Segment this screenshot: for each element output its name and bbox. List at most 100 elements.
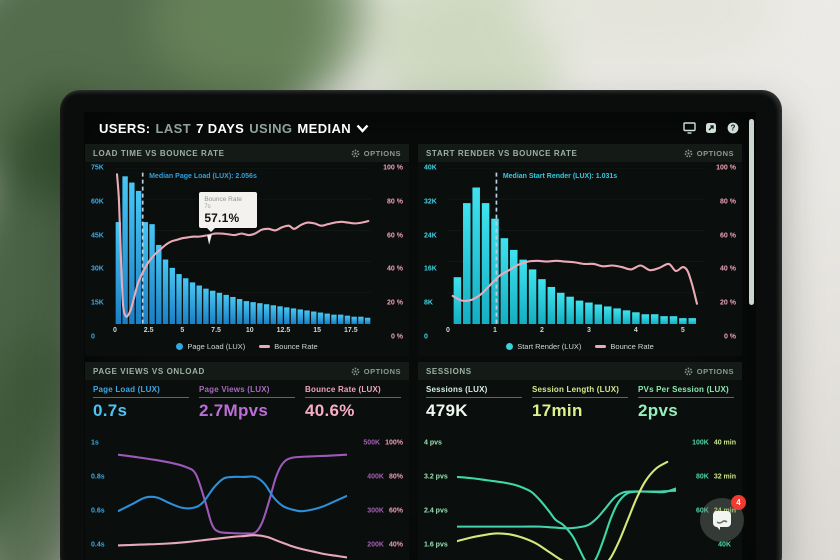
title-using: USING xyxy=(249,120,293,136)
axis-tick-label: 40K xyxy=(718,541,731,549)
chart-legend: Start Render (LUX) Bounce Rate xyxy=(418,337,742,356)
y-axis-left: 40K 32K 24K 16K 8K 0 xyxy=(424,164,448,341)
axis-tick-label: 0 % xyxy=(390,333,403,341)
chart-plot-page-views[interactable] xyxy=(118,429,347,560)
svg-text:?: ? xyxy=(731,124,736,133)
y-axis-right: 100 % 80 % 60 % 40 % 20 % 0 % xyxy=(371,164,405,341)
x-tick-label: 7.5 xyxy=(211,327,221,334)
axis-tick-label: 20 % xyxy=(720,299,736,307)
axis-tick-label: 100 % xyxy=(383,164,403,172)
axis-tick-label: 32K xyxy=(424,198,437,206)
axis-tick-label: 500K 100% xyxy=(363,439,403,447)
y-axis-right: 100 % 80 % 60 % 40 % 20 % 0 % xyxy=(704,164,738,341)
panel-page-views-vs-onload: PAGE VIEWS VS ONLOAD OPTIONS Page Load (… xyxy=(85,362,409,560)
x-tick-label: 2 xyxy=(539,327,544,334)
x-tick-label: 12.5 xyxy=(276,327,291,334)
chat-badge: 4 xyxy=(731,495,746,510)
chat-launcher-button[interactable]: 4 xyxy=(700,495,746,542)
gear-icon xyxy=(684,149,693,157)
title-median: MEDIAN xyxy=(297,120,352,136)
x-tick-label: 3 xyxy=(586,327,591,334)
laptop: USERS: LAST 7 DAYS USING MEDIAN xyxy=(60,90,782,560)
x-tick-label: 5 xyxy=(180,327,185,334)
axis-tick-label: 0 % xyxy=(723,333,736,341)
metrics-row: Sessions (LUX) 479K Session Length (LUX) 1… xyxy=(418,380,742,423)
options-button[interactable]: OPTIONS xyxy=(684,367,734,376)
panel-load-time-vs-bounce-rate: LOAD TIME VS BOUNCE RATE OPTIONS 75K 60K 4… xyxy=(85,144,409,356)
axis-tick-label: 80 % xyxy=(720,198,736,206)
axis-tick-label: 8K xyxy=(424,299,433,307)
legend-item: Bounce Rate xyxy=(595,342,654,351)
y-axis-left: 75K 60K 45K 30K 15K 0 xyxy=(91,164,115,341)
options-button[interactable]: OPTIONS xyxy=(351,367,401,376)
axis-tick-label: 80K 32 min xyxy=(695,473,736,481)
axis-tick-label: 2.4 pvs xyxy=(424,507,448,515)
gear-icon xyxy=(351,367,360,375)
y-axis-right: 500K 100% 400K 80% 300K 60% 200K 40% xyxy=(347,429,405,560)
tooltip: Bounce Rate 7s 57.1% xyxy=(199,191,258,232)
x-tick-label: 17.5 xyxy=(343,327,358,334)
title-users: USERS: xyxy=(99,120,151,136)
axis-tick-label: 0 xyxy=(91,333,95,341)
gear-icon xyxy=(351,149,360,157)
axis-tick-label: 40K xyxy=(424,164,437,172)
chart-plot-start-render[interactable]: Median Start Render (LUX): 1.031s xyxy=(448,168,704,324)
metric-page-load: Page Load (LUX) 0.7s xyxy=(93,385,189,421)
axis-tick-label: 0.6s xyxy=(91,507,105,515)
axis-tick-label: 200K 40% xyxy=(367,541,403,549)
title-7days: 7 DAYS xyxy=(196,120,245,136)
scrollbar-thumb[interactable] xyxy=(749,119,754,305)
axis-tick-label: 20 % xyxy=(387,299,403,307)
axis-tick-label: 0.8s xyxy=(91,473,105,481)
gear-icon xyxy=(684,367,693,375)
page-title: USERS: LAST 7 DAYS USING MEDIAN xyxy=(99,121,369,136)
chevron-down-icon[interactable] xyxy=(356,124,369,133)
axis-tick-label: 30K xyxy=(91,265,104,273)
dashboard-header: USERS: LAST 7 DAYS USING MEDIAN xyxy=(84,112,756,144)
panel-title: START RENDER VS BOUNCE RATE xyxy=(426,148,578,158)
panels-grid: LOAD TIME VS BOUNCE RATE OPTIONS 75K 60K 4… xyxy=(84,144,756,560)
help-icon[interactable]: ? xyxy=(726,122,740,135)
metric-pvs-per-session: PVs Per Session (LUX) 2pvs xyxy=(638,385,734,421)
options-button[interactable]: OPTIONS xyxy=(684,149,734,158)
axis-tick-label: 1.6 pvs xyxy=(424,541,448,549)
axis-tick-label: 1s xyxy=(91,439,99,447)
axis-tick-label: 40 % xyxy=(720,265,736,273)
label: 57.1% xyxy=(204,210,240,225)
options-button[interactable]: OPTIONS xyxy=(351,149,401,158)
panel-title: SESSIONS xyxy=(426,366,472,376)
axis-tick-label: 40 % xyxy=(387,265,403,273)
share-icon[interactable] xyxy=(704,122,718,135)
x-tick-label: 4 xyxy=(633,327,638,334)
metric-sessions: Sessions (LUX) 479K xyxy=(426,385,522,421)
x-tick-label: 15 xyxy=(313,327,321,334)
legend-item: Bounce Rate xyxy=(259,342,318,351)
legend-item: Page Load (LUX) xyxy=(176,342,245,351)
axis-tick-label: 24K xyxy=(424,232,437,240)
axis-tick-label: 0.4s xyxy=(91,541,105,549)
dashboard-screen: USERS: LAST 7 DAYS USING MEDIAN xyxy=(84,112,756,560)
chat-bubble-icon xyxy=(713,511,731,530)
x-tick-label: 0 xyxy=(446,327,450,334)
chart-legend: Page Load (LUX) Bounce Rate xyxy=(85,337,409,356)
axis-tick-label: 60 % xyxy=(720,232,736,240)
monitor-icon[interactable] xyxy=(682,122,696,135)
x-axis: 0 1 2 3 4 5 xyxy=(446,324,704,337)
label: 7s xyxy=(204,203,211,210)
axis-tick-label: 60 % xyxy=(387,232,403,240)
median-annotation: Median Page Load (LUX): 2.056s xyxy=(149,172,257,180)
axis-tick-label: 0 xyxy=(424,333,428,341)
metric-page-views: Page Views (LUX) 2.7Mpvs xyxy=(199,385,295,421)
chart-plot-sessions[interactable] xyxy=(457,429,676,560)
axis-tick-label: 100 % xyxy=(716,164,736,172)
chart-plot-load-time[interactable]: Median Page Load (LUX): 2.056s Bounce Rat… xyxy=(115,168,371,324)
axis-tick-label: 45K xyxy=(91,232,104,240)
x-tick-label: 1 xyxy=(493,327,497,334)
axis-tick-label: 75K xyxy=(91,164,104,172)
title-last: LAST xyxy=(155,120,192,136)
axis-tick-label: 3.2 pvs xyxy=(424,473,448,481)
axis-tick-label: 16K xyxy=(424,265,437,273)
legend-item: Start Render (LUX) xyxy=(506,342,581,351)
y-axis-left: 4 pvs 3.2 pvs 2.4 pvs 1.6 pvs xyxy=(424,429,457,560)
